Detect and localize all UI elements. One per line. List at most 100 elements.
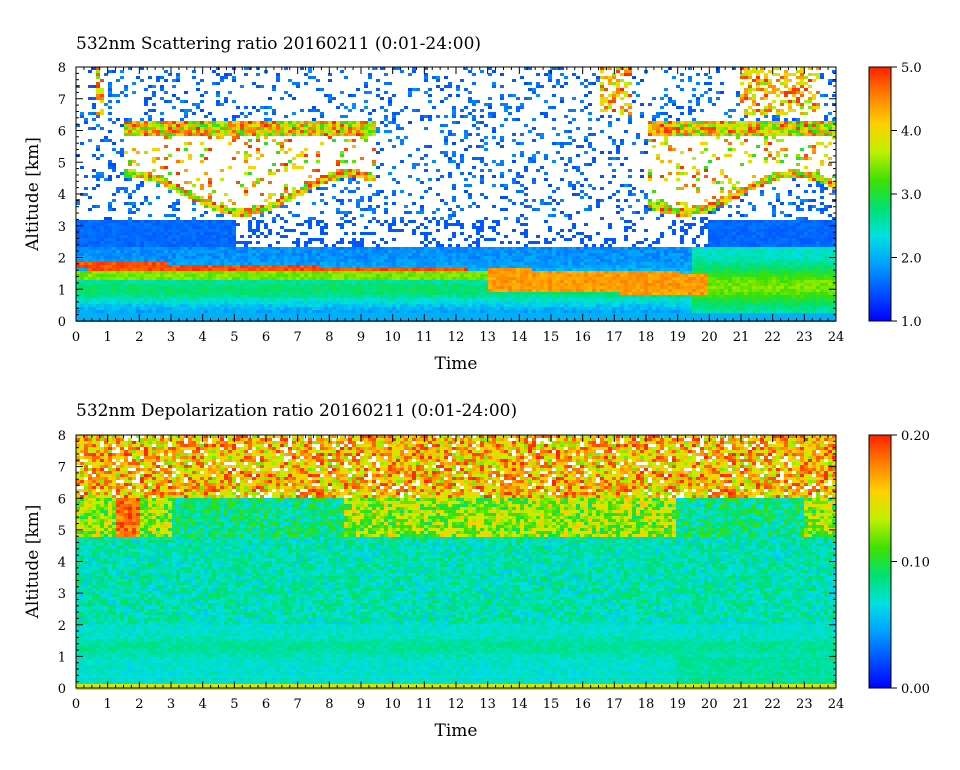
heatmap-cell (156, 130, 160, 133)
heatmap-cell (228, 121, 232, 124)
heatmap-cell (240, 112, 244, 115)
heatmap-cell (124, 220, 128, 223)
heatmap-cell (208, 310, 212, 313)
heatmap-cell (520, 292, 524, 295)
heatmap-cell (184, 181, 188, 184)
heatmap-cell (124, 256, 128, 259)
heatmap-cell (148, 175, 152, 178)
heatmap-cell (172, 241, 176, 244)
heatmap-cell (240, 211, 244, 214)
heatmap-cell (204, 313, 208, 316)
heatmap-cell (308, 121, 312, 124)
heatmap-cell (132, 280, 136, 283)
heatmap-cell (292, 292, 296, 295)
heatmap-cell (516, 292, 520, 295)
heatmap-cell (212, 133, 216, 136)
heatmap-cell (140, 184, 144, 187)
heatmap-cell (352, 190, 356, 193)
heatmap-cell (176, 79, 180, 82)
heatmap-cell (504, 307, 508, 310)
heatmap-cell (308, 271, 312, 274)
heatmap-cell (508, 292, 512, 295)
heatmap-cell (404, 136, 408, 139)
heatmap-cell (132, 175, 136, 178)
heatmap-cell (328, 97, 332, 100)
heatmap-cell (272, 85, 276, 88)
heatmap-cell (536, 85, 540, 88)
heatmap-cell (120, 283, 124, 286)
heatmap-cell (216, 214, 220, 217)
heatmap-cell (276, 307, 280, 310)
heatmap-cell (272, 127, 276, 130)
heatmap-cell (204, 127, 208, 130)
heatmap-cell (516, 181, 520, 184)
heatmap-cell (512, 316, 516, 319)
heatmap-cell (408, 88, 412, 91)
heatmap-cell (112, 313, 116, 316)
heatmap-cell (340, 217, 344, 220)
heatmap-cell (248, 208, 252, 211)
heatmap-cell (184, 220, 188, 223)
heatmap-cell (472, 118, 476, 121)
heatmap-cell (536, 133, 540, 136)
heatmap-cell (516, 262, 520, 265)
heatmap-cell (268, 193, 272, 196)
heatmap-cell (512, 277, 516, 280)
heatmap-cell (148, 250, 152, 253)
heatmap-cell (96, 91, 100, 94)
heatmap-cell (252, 307, 256, 310)
heatmap-cell (188, 226, 192, 229)
heatmap-cell (108, 253, 112, 256)
heatmap-cell (400, 292, 404, 295)
heatmap-cell (388, 265, 392, 268)
heatmap-cell (340, 202, 344, 205)
heatmap-cell (336, 304, 340, 307)
heatmap-cell (512, 289, 516, 292)
heatmap-cell (420, 304, 424, 307)
heatmap-cell (316, 220, 320, 223)
heatmap-cell (144, 271, 148, 274)
heatmap-cell (468, 280, 472, 283)
heatmap-cell (240, 208, 244, 211)
heatmap-cell (180, 262, 184, 265)
heatmap-cell (504, 277, 508, 280)
heatmap-cell (144, 295, 148, 298)
heatmap-cell (80, 286, 84, 289)
heatmap-cell (424, 295, 428, 298)
heatmap-cell (208, 178, 212, 181)
heatmap-cell (384, 268, 388, 271)
heatmap-cell (156, 283, 160, 286)
heatmap-cell (348, 259, 352, 262)
heatmap-cell (116, 286, 120, 289)
heatmap-cell (328, 256, 332, 259)
heatmap-cell (276, 283, 280, 286)
heatmap-cell (408, 301, 412, 304)
heatmap-cell (124, 94, 128, 97)
heatmap-cell (492, 205, 496, 208)
heatmap-cell (472, 115, 476, 118)
heatmap-cell (280, 247, 284, 250)
heatmap-cell (472, 316, 476, 319)
heatmap-cell (420, 241, 424, 244)
heatmap-cell (208, 148, 212, 151)
heatmap-cell (456, 256, 460, 259)
heatmap-cell (400, 310, 404, 313)
heatmap-cell (536, 259, 540, 262)
heatmap-cell (152, 148, 156, 151)
heatmap-cell (452, 196, 456, 199)
heatmap-cell (248, 211, 252, 214)
heatmap-cell (356, 253, 360, 256)
heatmap-cell (116, 280, 120, 283)
heatmap-cell (324, 247, 328, 250)
heatmap-cell (340, 154, 344, 157)
heatmap-cell (312, 106, 316, 109)
heatmap-cell (512, 280, 516, 283)
heatmap-cell (368, 280, 372, 283)
heatmap-cell (228, 283, 232, 286)
heatmap-cell (80, 277, 84, 280)
heatmap-cell (128, 235, 132, 238)
heatmap-cell (176, 202, 180, 205)
heatmap-cell (288, 160, 292, 163)
heatmap-cell (176, 220, 180, 223)
heatmap-cell (284, 130, 288, 133)
